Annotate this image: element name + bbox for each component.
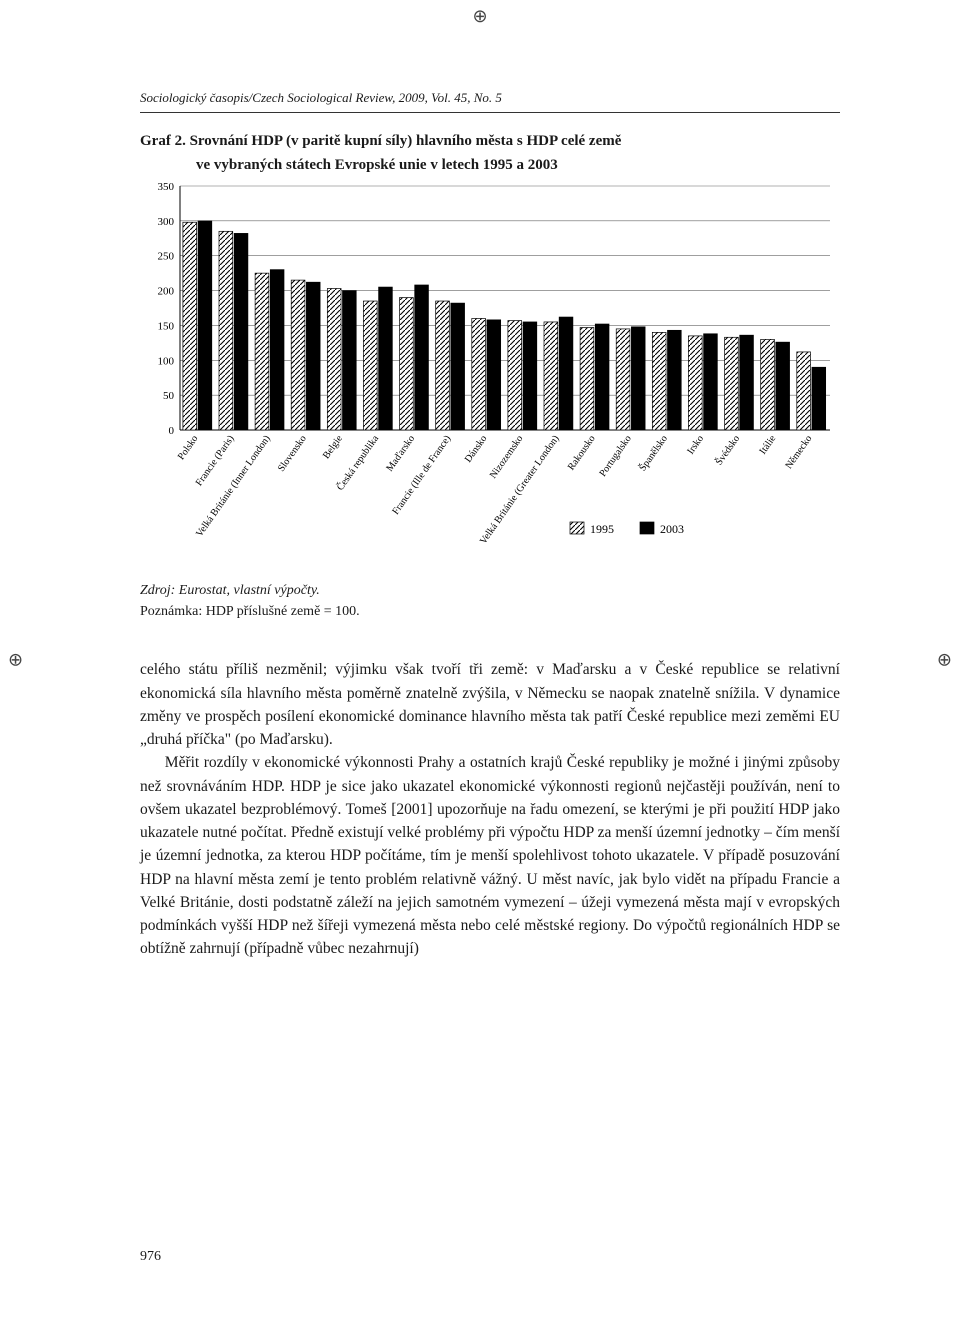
svg-text:350: 350	[158, 181, 175, 193]
svg-text:Velká Británie (Inner London): Velká Británie (Inner London)	[194, 434, 273, 540]
svg-text:Rakousko: Rakousko	[566, 434, 598, 473]
page-number: 976	[140, 1249, 161, 1265]
svg-text:Švédsko: Švédsko	[713, 433, 742, 468]
svg-text:Nizozemsko: Nizozemsko	[488, 434, 526, 481]
svg-text:Portugalsko: Portugalsko	[597, 434, 633, 479]
svg-text:200: 200	[158, 286, 175, 298]
svg-text:100: 100	[158, 356, 175, 368]
chart-label: Graf 2.	[140, 133, 186, 149]
crop-mark-top: ⊕	[472, 6, 487, 27]
body-text: celého státu příliš nezměnil; výjimku vš…	[140, 658, 840, 960]
svg-text:Německo: Německo	[783, 434, 814, 472]
crop-mark-left: ⊕	[8, 649, 23, 670]
svg-text:Itálie: Itálie	[757, 433, 778, 457]
chart-source-note: Zdroj: Eurostat, vlastní výpočty. Poznám…	[140, 580, 840, 622]
chart-title: Graf 2. Srovnání HDP (v paritě kupní síl…	[140, 131, 840, 151]
svg-text:150: 150	[158, 321, 175, 333]
svg-text:Slovensko: Slovensko	[276, 434, 309, 474]
svg-text:Belgie: Belgie	[321, 433, 345, 461]
journal-header: Sociologický časopis/Czech Sociological …	[140, 90, 840, 113]
paragraph-1: celého státu příliš nezměnil; výjimku vš…	[140, 658, 840, 751]
paragraph-2: Měřit rozdíly v ekonomické výkonnosti Pr…	[140, 751, 840, 960]
chart-note: Poznámka: HDP příslušné země = 100.	[140, 604, 360, 619]
chart-svg: 050100150200250300350PolskoFrancie (Pari…	[140, 180, 840, 570]
svg-text:50: 50	[163, 390, 175, 402]
svg-text:Španělsko: Španělsko	[637, 433, 670, 474]
svg-text:0: 0	[169, 425, 175, 437]
svg-text:Velká Británie (Greater London: Velká Británie (Greater London)	[478, 434, 562, 547]
svg-text:1995: 1995	[590, 522, 614, 536]
chart-source: Zdroj: Eurostat, vlastní výpočty.	[140, 583, 320, 598]
svg-text:Maďarsko: Maďarsko	[384, 434, 417, 474]
svg-text:300: 300	[158, 216, 175, 228]
crop-mark-right: ⊕	[937, 649, 952, 670]
svg-text:Irsko: Irsko	[685, 434, 706, 457]
bar-chart: 050100150200250300350PolskoFrancie (Pari…	[140, 180, 840, 570]
chart-title-text: Srovnání HDP (v paritě kupní síly) hlavn…	[190, 133, 622, 149]
svg-text:Polsko: Polsko	[176, 434, 201, 463]
chart-subtitle: ve vybraných státech Evropské unie v let…	[196, 157, 840, 174]
svg-text:2003: 2003	[660, 522, 684, 536]
svg-text:Dánsko: Dánsko	[463, 434, 490, 465]
svg-text:250: 250	[158, 251, 175, 263]
